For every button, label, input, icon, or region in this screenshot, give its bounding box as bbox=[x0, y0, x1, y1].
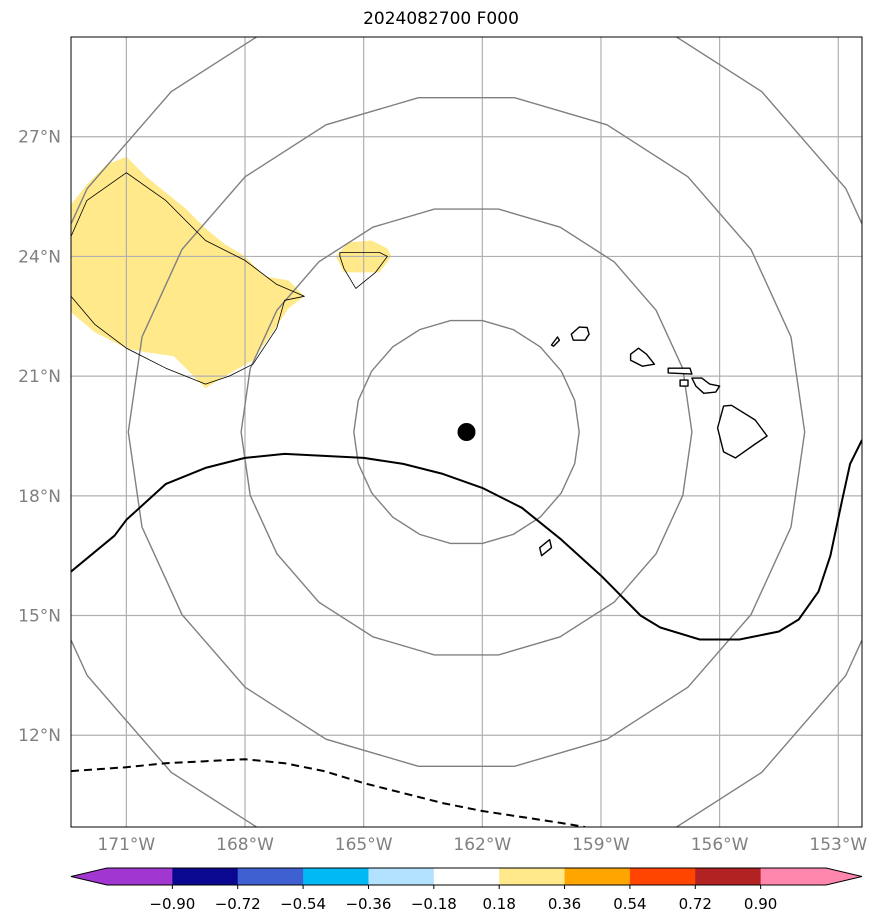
islet-outline bbox=[539, 539, 553, 557]
colorbar-segment bbox=[237, 868, 304, 885]
colorbar-tick-label: 0.18 bbox=[482, 895, 515, 913]
contour-small-outline bbox=[339, 252, 388, 289]
colorbar-tick-label: −0.72 bbox=[215, 895, 261, 913]
y-tick-labels: 12°N 15°N 18°N 21°N 24°N 27°N bbox=[18, 128, 61, 746]
colorbar-segment bbox=[303, 868, 369, 885]
y-tick-label: 24°N bbox=[18, 247, 61, 267]
gridlines bbox=[71, 37, 862, 827]
y-tick-label: 12°N bbox=[18, 726, 61, 746]
y-tick-label: 27°N bbox=[18, 128, 61, 148]
colorbar-segment bbox=[172, 868, 239, 885]
colorbar-tick-label: −0.54 bbox=[280, 895, 326, 913]
colorbar-tick-label: −0.18 bbox=[411, 895, 457, 913]
center-marker-layer bbox=[457, 423, 476, 441]
coastline-layer bbox=[71, 172, 768, 557]
x-tick-labels: 171°W 168°W 165°W 162°W 159°W 156°W 153°W bbox=[97, 835, 867, 855]
hawaii-outline bbox=[716, 404, 768, 459]
colorbar-tick-label: 0.36 bbox=[548, 895, 581, 913]
range-ring-1 bbox=[353, 319, 580, 545]
solid-contour-line bbox=[71, 439, 862, 641]
colorbar-tick-label: −0.36 bbox=[345, 895, 391, 913]
colorbar-outline bbox=[70, 867, 863, 886]
lanai-outline bbox=[679, 379, 689, 387]
colorbar-tick-label: 0.54 bbox=[613, 895, 646, 913]
colorbar-segment bbox=[564, 868, 631, 885]
colorbar-extend-high bbox=[826, 868, 862, 885]
range-rings bbox=[71, 37, 862, 827]
chart-title: 2024082700 F000 bbox=[363, 9, 519, 29]
y-tick-label: 18°N bbox=[18, 487, 61, 507]
molokai-outline bbox=[667, 367, 693, 375]
colorbar-segment bbox=[368, 868, 435, 885]
range-ring-3 bbox=[127, 96, 806, 767]
maui-outline bbox=[691, 377, 721, 394]
x-tick-label: 162°W bbox=[453, 835, 511, 855]
colorbar-segment bbox=[760, 868, 827, 885]
y-tick-label: 15°N bbox=[18, 607, 61, 627]
x-tick-label: 171°W bbox=[97, 835, 155, 855]
colorbar-tick-label: 0.90 bbox=[744, 895, 777, 913]
x-tick-label: 165°W bbox=[335, 835, 393, 855]
range-ring-2 bbox=[240, 208, 693, 656]
colorbar-segment bbox=[695, 868, 762, 885]
colorbar-tick-label: 0.72 bbox=[679, 895, 712, 913]
x-tick-label: 159°W bbox=[572, 835, 630, 855]
x-tick-label: 153°W bbox=[809, 835, 867, 855]
center-marker bbox=[457, 423, 476, 441]
colorbar-segment bbox=[499, 868, 566, 885]
colorbar-segment bbox=[433, 868, 500, 885]
colorbar-tick-label: −0.90 bbox=[149, 895, 195, 913]
colorbar-extend-low bbox=[71, 868, 107, 885]
y-tick-label: 21°N bbox=[18, 367, 61, 387]
plot-frame bbox=[70, 36, 863, 828]
shaded-fill-layer bbox=[71, 156, 392, 389]
contour-west-outline bbox=[71, 172, 305, 385]
colorbar: −0.90 −0.72 −0.54 −0.36 −0.18 0.18 0.36 0.54 0.7… bbox=[70, 867, 863, 913]
range-ring-4 bbox=[71, 37, 862, 827]
colorbar-segment bbox=[629, 868, 696, 885]
colorbar-segment bbox=[107, 868, 173, 885]
niihau-outline bbox=[550, 336, 561, 347]
shaded-region-1 bbox=[71, 156, 305, 389]
contour-lines bbox=[71, 439, 862, 827]
x-tick-label: 168°W bbox=[216, 835, 274, 855]
dashed-contour-line bbox=[71, 758, 586, 827]
oahu-outline bbox=[629, 347, 656, 367]
kauai-outline bbox=[570, 326, 590, 341]
x-tick-label: 156°W bbox=[691, 835, 749, 855]
